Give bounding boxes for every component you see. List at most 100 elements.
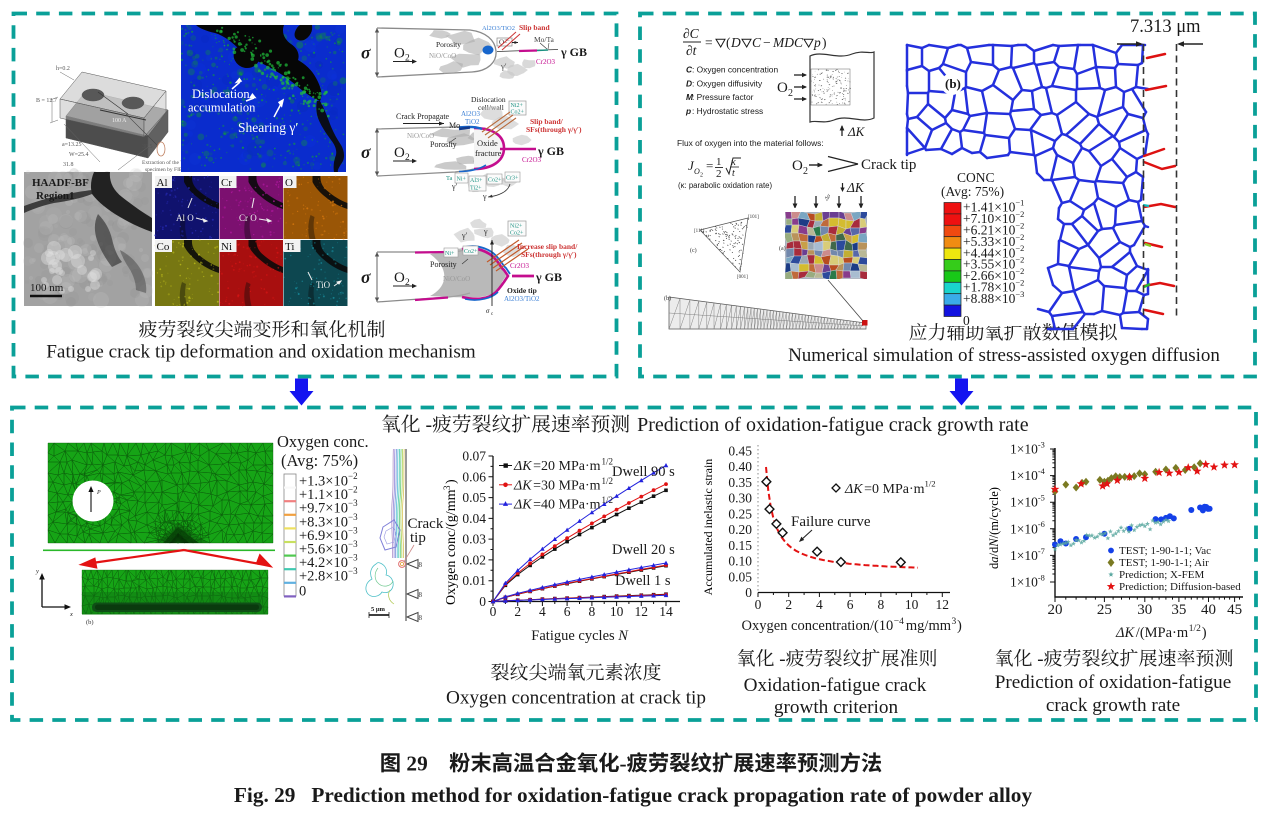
svg-text:O: O (285, 177, 293, 189)
svg-text:Co: Co (157, 241, 170, 253)
svg-text:Al3+: Al3+ (470, 178, 483, 184)
svg-text:1/2: 1/2 (602, 457, 614, 467)
svg-text:+9.7×10: +9.7×10 (299, 501, 348, 517)
svg-text:: Pressure factor: : Pressure factor (692, 92, 754, 102)
svg-text:Numerical simulation of stress: Numerical simulation of stress-assisted … (788, 345, 1220, 366)
svg-text:Δσ: Δσ (823, 193, 833, 203)
svg-text:+1.3×10: +1.3×10 (299, 474, 348, 490)
svg-text:Co2+: Co2+ (464, 249, 478, 255)
svg-text:O: O (777, 80, 788, 96)
svg-text:0.03: 0.03 (462, 532, 486, 547)
svg-text:O: O (394, 270, 405, 286)
svg-text:da/dN/(m/cycle): da/dN/(m/cycle) (987, 487, 1001, 569)
svg-text:+7.10×10: +7.10×10 (963, 211, 1016, 226)
svg-text:−2: −2 (1015, 233, 1024, 242)
svg-text:1×10: 1×10 (1010, 548, 1038, 563)
svg-text:2: 2 (716, 168, 722, 180)
svg-text:Oxygen conc.: Oxygen conc. (277, 432, 369, 451)
svg-text:Porosity: Porosity (430, 260, 457, 269)
svg-text:Dislocation: Dislocation (192, 87, 250, 101)
svg-text:Prediction; Diffusion-based: Prediction; Diffusion-based (1119, 581, 1241, 593)
svg-text:−2: −2 (1015, 244, 1024, 253)
svg-text:CONC: CONC (957, 170, 995, 185)
svg-text:−1: −1 (1015, 199, 1024, 208)
svg-text:0.20: 0.20 (728, 522, 752, 537)
svg-text:∂t: ∂t (686, 43, 698, 58)
svg-text:−2: −2 (348, 485, 358, 495)
svg-text:-7: -7 (1038, 547, 1045, 556)
svg-text:4: 4 (539, 604, 546, 619)
svg-text:20: 20 (1048, 602, 1063, 618)
svg-text:0: 0 (299, 583, 306, 599)
svg-text:4: 4 (816, 597, 823, 612)
svg-text:−3: −3 (348, 525, 358, 535)
svg-text:0.02: 0.02 (462, 552, 486, 567)
svg-text:Ti: Ti (285, 241, 294, 253)
svg-text:=30 MPa·m: =30 MPa·m (533, 478, 601, 493)
svg-text:1×10: 1×10 (1010, 575, 1038, 590)
svg-text:Co2+: Co2+ (511, 110, 525, 116)
svg-text:NiO/CoO: NiO/CoO (429, 52, 456, 60)
svg-text:γ: γ (482, 192, 487, 201)
svg-text:−3: −3 (348, 498, 358, 508)
svg-text:Fatigue cycles: Fatigue cycles (531, 628, 615, 644)
svg-text:Oxide: Oxide (477, 138, 498, 148)
svg-text:0: 0 (745, 585, 752, 600)
svg-text:=40 MPa·m: =40 MPa·m (533, 498, 601, 513)
svg-text:Ni+: Ni+ (445, 251, 455, 257)
svg-text:(Avg: 75%): (Avg: 75%) (281, 451, 358, 470)
svg-text:κ: κ (731, 157, 736, 168)
svg-text:mg/mm: mg/mm (906, 618, 952, 634)
svg-text:crack growth rate: crack growth rate (1046, 695, 1180, 716)
svg-text:fracture: fracture (475, 148, 502, 158)
svg-text:Crack Propagate: Crack Propagate (396, 112, 450, 121)
svg-text:(b): (b) (945, 76, 961, 91)
svg-text:7.313 μm: 7.313 μm (1130, 17, 1201, 37)
svg-text:+2.66×10: +2.66×10 (963, 268, 1016, 283)
svg-text:=0 MPa·m: =0 MPa·m (864, 482, 925, 497)
svg-text:40: 40 (1201, 602, 1216, 618)
svg-text:Cr O: Cr O (239, 213, 257, 223)
svg-text:N: N (617, 628, 629, 644)
svg-text:25: 25 (1097, 602, 1112, 618)
svg-text:100 nm: 100 nm (30, 282, 64, 294)
svg-text:Cr3+: Cr3+ (506, 176, 519, 182)
svg-text:+8.88×10: +8.88×10 (963, 291, 1016, 306)
svg-text:35: 35 (1171, 602, 1186, 618)
svg-text:accumulation: accumulation (188, 101, 256, 115)
svg-text:−3: −3 (348, 539, 358, 549)
svg-text:8: 8 (419, 614, 423, 622)
svg-text:SFs(through γ/γ′): SFs(through γ/γ′) (521, 250, 577, 259)
svg-text:γ: γ (483, 227, 488, 236)
svg-text:8: 8 (589, 604, 596, 619)
svg-text:30: 30 (1137, 602, 1152, 618)
svg-text:Al: Al (157, 177, 168, 189)
svg-text:p: p (813, 35, 821, 50)
svg-text:29: 29 (401, 752, 449, 776)
svg-text:ΔK: ΔK (847, 124, 866, 139)
svg-text:specimen by FIB: specimen by FIB (145, 167, 183, 173)
svg-text:σ: σ (361, 43, 371, 63)
svg-text:2: 2 (785, 597, 792, 612)
svg-text:+1.78×10: +1.78×10 (963, 280, 1016, 295)
svg-text:+2.8×10: +2.8×10 (299, 569, 348, 585)
svg-text:Crack: Crack (408, 516, 444, 532)
svg-text:Ti2+: Ti2+ (470, 186, 482, 192)
svg-text:γ′: γ′ (500, 61, 507, 71)
svg-text:0.07: 0.07 (462, 449, 486, 464)
svg-text:0: 0 (963, 313, 970, 328)
svg-text:γ GB: γ GB (537, 144, 564, 158)
svg-text:-: - (620, 752, 627, 776)
svg-text:Al2O3/TiO2: Al2O3/TiO2 (482, 25, 515, 32)
svg-text:Fig. 29 Prediction method fo: Fig. 29 Prediction method for oxidation-… (234, 783, 1033, 807)
svg-text:/(MPa·m: /(MPa·m (1136, 625, 1189, 641)
svg-text:∂C: ∂C (683, 26, 700, 41)
svg-text:-4: -4 (1038, 467, 1046, 476)
svg-text:3: 3 (442, 485, 452, 490)
svg-text:1/2: 1/2 (602, 476, 614, 486)
svg-text:J: J (688, 158, 695, 173)
svg-text:+4.2×10: +4.2×10 (299, 555, 348, 571)
svg-text:γ′: γ′ (461, 231, 468, 240)
svg-text:0.40: 0.40 (728, 459, 752, 474)
svg-text:1×10: 1×10 (1010, 468, 1038, 483)
